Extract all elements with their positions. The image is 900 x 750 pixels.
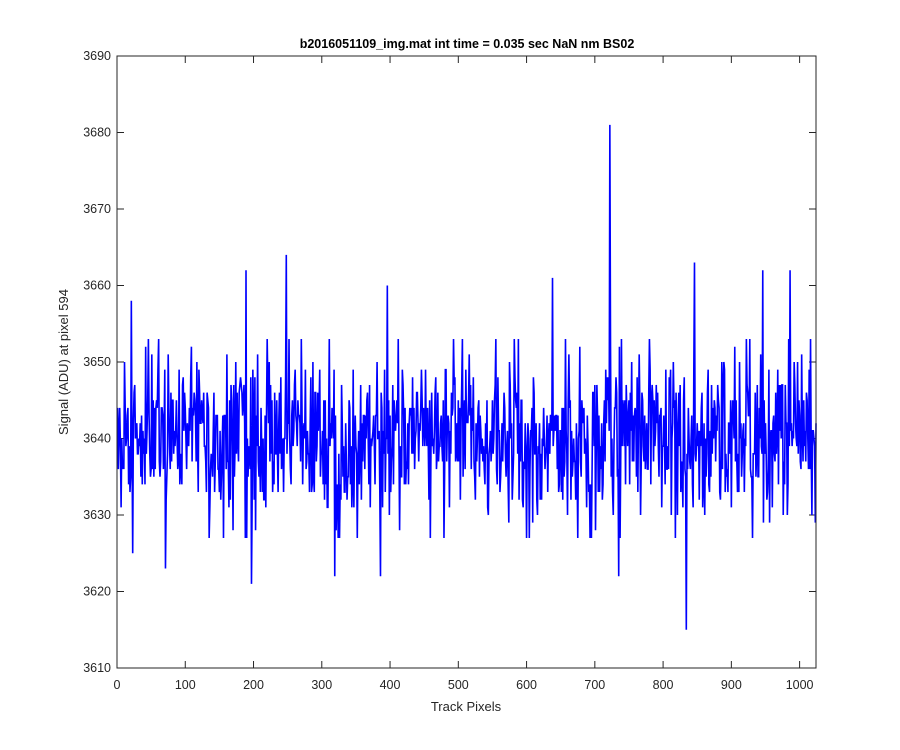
y-tick-label: 3670 [83,202,111,216]
plot-area [117,56,816,668]
plot-frame [116,55,817,669]
y-tick-label: 3620 [83,585,111,599]
y-tick-label: 3630 [83,508,111,522]
y-tick-label: 3690 [83,49,111,63]
x-tick-label: 500 [448,678,469,692]
chart-title: b2016051109_img.mat int time = 0.035 sec… [300,37,635,51]
x-tick-label: 800 [653,678,674,692]
x-tick-label: 200 [243,678,264,692]
x-axis-label: Track Pixels [431,699,502,714]
x-tick-label: 300 [311,678,332,692]
x-tick-label: 700 [584,678,605,692]
x-tick-label: 600 [516,678,537,692]
series-layer [116,124,817,630]
y-tick-label: 3680 [83,126,111,140]
y-axis-ticks: 3610 3620 3630 3640 3650 3660 3670 3680 3690 [83,49,816,675]
x-tick-label: 900 [721,678,742,692]
y-axis-label: Signal (ADU) at pixel 594 [56,289,71,435]
y-tick-label: 3610 [83,661,111,675]
y-tick-label: 3650 [83,355,111,369]
x-tick-label: 100 [175,678,196,692]
x-tick-label: 400 [380,678,401,692]
y-tick-label: 3660 [83,279,111,293]
series-line [116,124,817,630]
y-tick-label: 3640 [83,432,111,446]
x-axis-ticks: 0 100 200 300 400 500 600 700 800 900 1000 [114,56,814,692]
x-tick-label: 1000 [786,678,814,692]
x-tick-label: 0 [114,678,121,692]
